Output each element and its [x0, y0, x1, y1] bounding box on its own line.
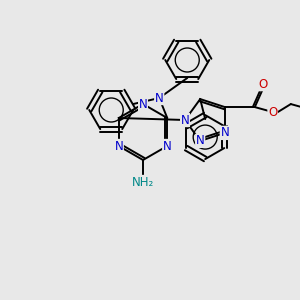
Text: O: O [258, 78, 267, 91]
Text: N: N [163, 140, 172, 152]
Text: N: N [196, 134, 205, 147]
Text: N: N [114, 140, 123, 152]
Text: O: O [268, 106, 278, 118]
Text: NH₂: NH₂ [132, 176, 154, 188]
Text: N: N [155, 92, 164, 104]
Text: N: N [139, 98, 147, 110]
Text: N: N [181, 113, 189, 127]
Text: N: N [196, 134, 205, 147]
Text: O: O [268, 106, 278, 118]
Text: N: N [220, 126, 229, 140]
Text: N: N [163, 140, 172, 152]
Text: N: N [114, 140, 123, 152]
Text: N: N [139, 98, 147, 110]
Text: O: O [258, 78, 267, 91]
Text: N: N [220, 126, 229, 140]
Text: NH₂: NH₂ [132, 176, 154, 188]
Text: N: N [181, 113, 189, 127]
Text: N: N [155, 92, 164, 104]
